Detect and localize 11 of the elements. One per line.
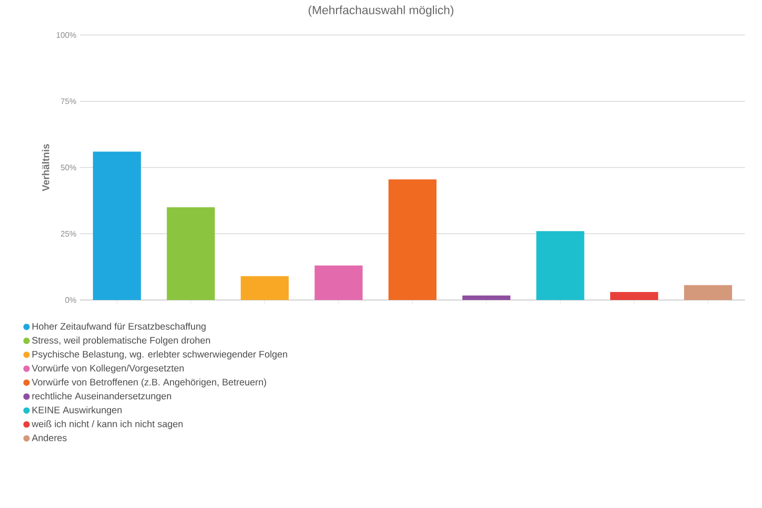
legend-label: Hoher Zeitaufwand für Ersatzbeschaffung [32,322,206,332]
legend-label: weiß ich nicht / kann ich nicht sagen [32,420,183,430]
legend-label: KEINE Auswirkungen [32,406,122,416]
legend-label: Stress, weil problematische Folgen drohen [32,336,210,346]
legend-label: Anderes [32,434,67,442]
chart-title: (Mehrfachauswahl möglich) [308,6,454,17]
legend-label: Vorwürfe von Betroffenen (z.B. Angehörigen, Betreuern) [32,378,266,388]
y-axis-title: Verhältnis [42,144,50,192]
legend-label: Psychische Belastung, wg. erlebter schwerwiegender Folgen [32,350,288,360]
legend-label: rechtliche Auseinandersetzungen [32,392,172,402]
legend-label: Vorwürfe von Kollegen/Vorgesetzten [32,364,184,374]
